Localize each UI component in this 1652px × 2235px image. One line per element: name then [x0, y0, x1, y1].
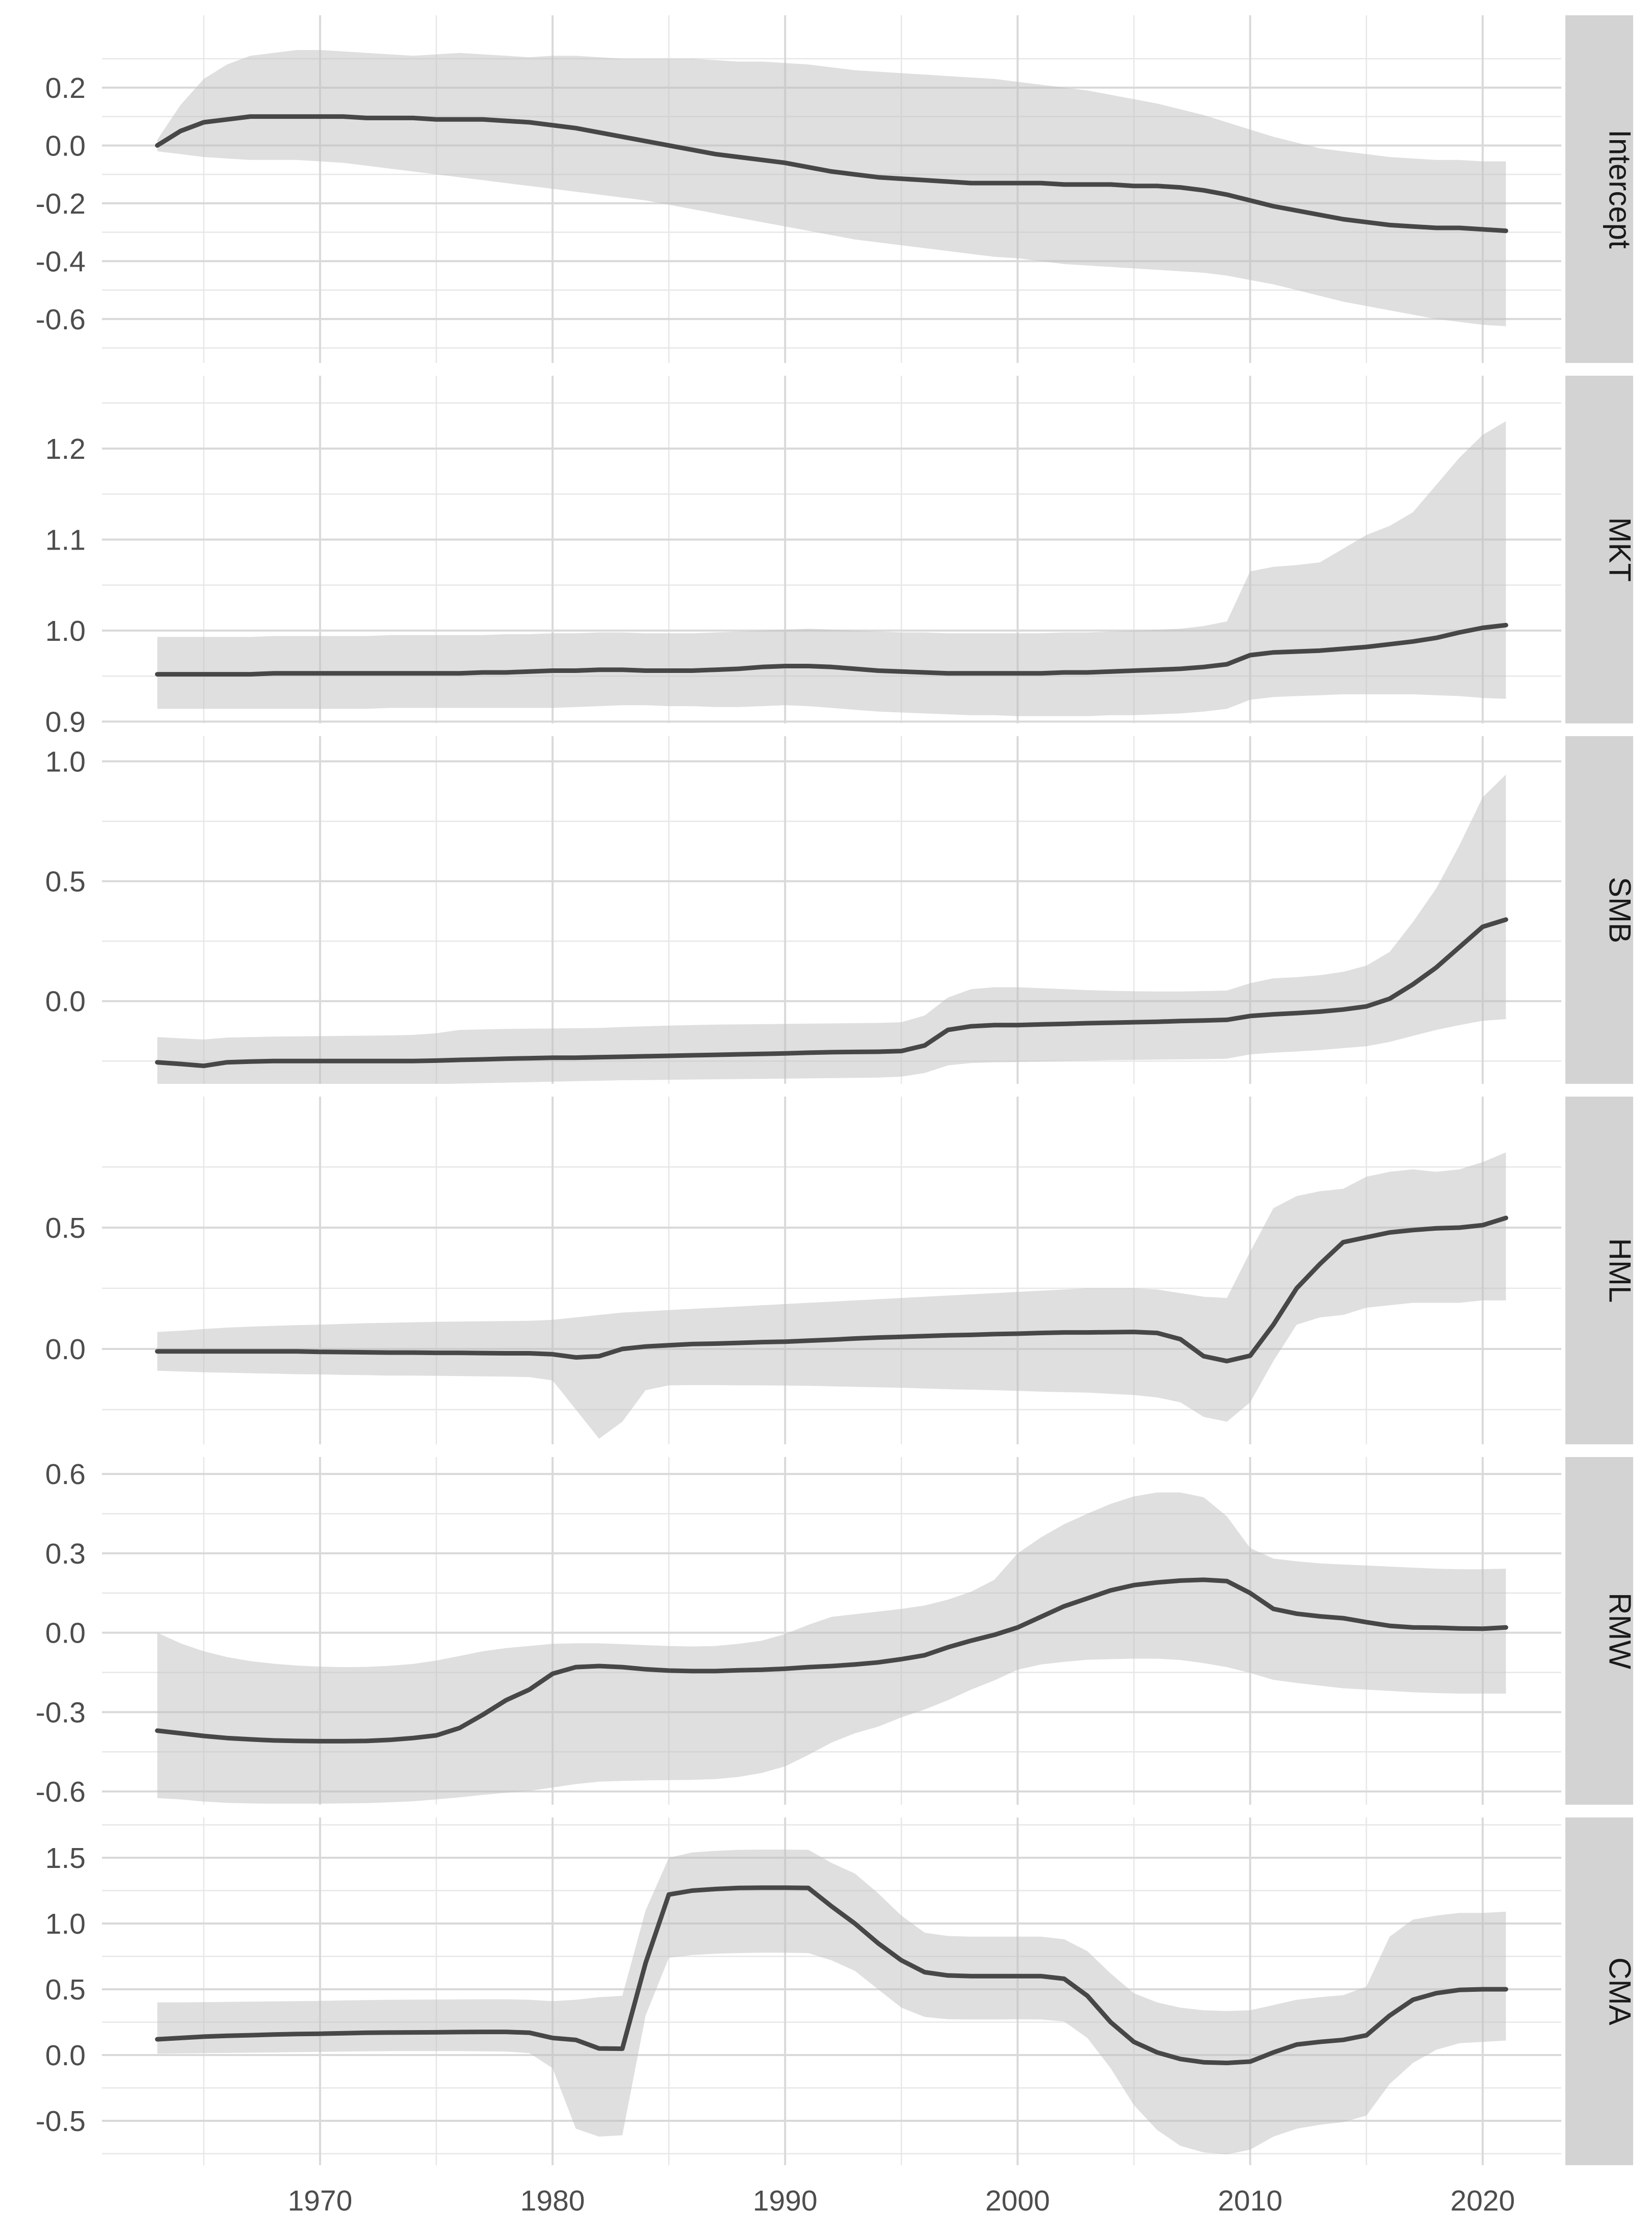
trend-line — [155, 622, 1508, 677]
facet-panel-cma: 1.5 1.0 0.5 0.0 -0.5 CMA — [36, 1817, 1637, 2165]
y-tick-label: 1.1 — [45, 524, 86, 556]
facet-panel-intercept: 0.2 0.0 -0.2 -0.4 -0.6 Intercept — [36, 15, 1637, 363]
confidence-ribbon — [157, 1152, 1506, 1439]
facet-strip — [1565, 736, 1633, 1084]
trend-line — [155, 917, 1508, 1069]
y-tick-label: 1.0 — [45, 745, 86, 778]
facet-strip-label: Intercept — [1603, 129, 1637, 249]
y-tick-label: -0.5 — [36, 2105, 86, 2138]
y-tick-label: 0.0 — [45, 2039, 86, 2072]
y-tick-label: 0.3 — [45, 1538, 86, 1570]
y-tick-label: 0.0 — [45, 985, 86, 1018]
y-tick-label: 0.5 — [45, 866, 86, 898]
facet-strip — [1565, 376, 1633, 723]
y-tick-label: 0.5 — [45, 1212, 86, 1244]
y-tick-label: 0.0 — [45, 1333, 86, 1366]
x-tick-label: 1990 — [753, 2185, 818, 2217]
facet-strip — [1565, 15, 1633, 363]
y-tick-label: -0.6 — [36, 303, 86, 336]
y-tick-label: -0.6 — [36, 1776, 86, 1808]
facet-strip-label: MKT — [1603, 517, 1637, 582]
y-tick-label: 0.0 — [45, 1617, 86, 1650]
x-axis: 1970 1980 1990 2000 2010 2020 — [287, 2185, 1515, 2217]
x-tick-label: 2010 — [1218, 2185, 1282, 2217]
y-tick-label: -0.3 — [36, 1696, 86, 1729]
y-tick-label: -0.2 — [36, 188, 86, 220]
confidence-ribbon — [157, 50, 1506, 326]
facet-panel-hml: 0.5 0.0 HML — [45, 1097, 1637, 1444]
trend-line — [155, 1577, 1508, 1744]
x-tick-label: 1980 — [520, 2185, 585, 2217]
x-tick-label: 2000 — [985, 2185, 1050, 2217]
facet-strip-label: HML — [1603, 1238, 1637, 1303]
y-tick-label: 1.2 — [45, 433, 86, 465]
facet-panel-rmw: 0.6 0.3 0.0 -0.3 -0.6 RMW — [36, 1457, 1637, 1808]
y-tick-label: 1.0 — [45, 1908, 86, 1940]
facet-strip-label: CMA — [1603, 1957, 1637, 2025]
x-tick-label: 2020 — [1450, 2185, 1515, 2217]
facet-strip — [1565, 1457, 1633, 1805]
y-tick-label: 0.9 — [45, 706, 86, 738]
trend-line — [155, 1215, 1508, 1364]
y-tick-label: -0.4 — [36, 245, 86, 278]
facet-strip — [1565, 1817, 1633, 2165]
confidence-ribbon — [157, 774, 1506, 1084]
trend-line — [155, 114, 1508, 233]
facet-strip-label: RMW — [1603, 1593, 1637, 1669]
confidence-ribbon — [157, 1492, 1506, 1804]
confidence-ribbon — [157, 421, 1506, 716]
x-tick-label: 1970 — [287, 2185, 352, 2217]
y-tick-label: 0.0 — [45, 129, 86, 162]
facet-strip-label: SMB — [1603, 877, 1637, 943]
facet-strip — [1565, 1097, 1633, 1444]
y-tick-label: 1.5 — [45, 1842, 86, 1875]
facet-panel-mkt: 1.2 1.1 1.0 0.9 MKT — [45, 376, 1637, 738]
facet-panel-smb: 1.0 0.5 0.0 SMB — [45, 736, 1637, 1084]
y-tick-label: 0.2 — [45, 72, 86, 105]
y-tick-label: 1.0 — [45, 615, 86, 647]
confidence-ribbon — [157, 1850, 1506, 2154]
trend-line — [155, 1885, 1508, 2065]
y-tick-label: 0.5 — [45, 1973, 86, 2006]
y-tick-label: 0.6 — [45, 1458, 86, 1491]
